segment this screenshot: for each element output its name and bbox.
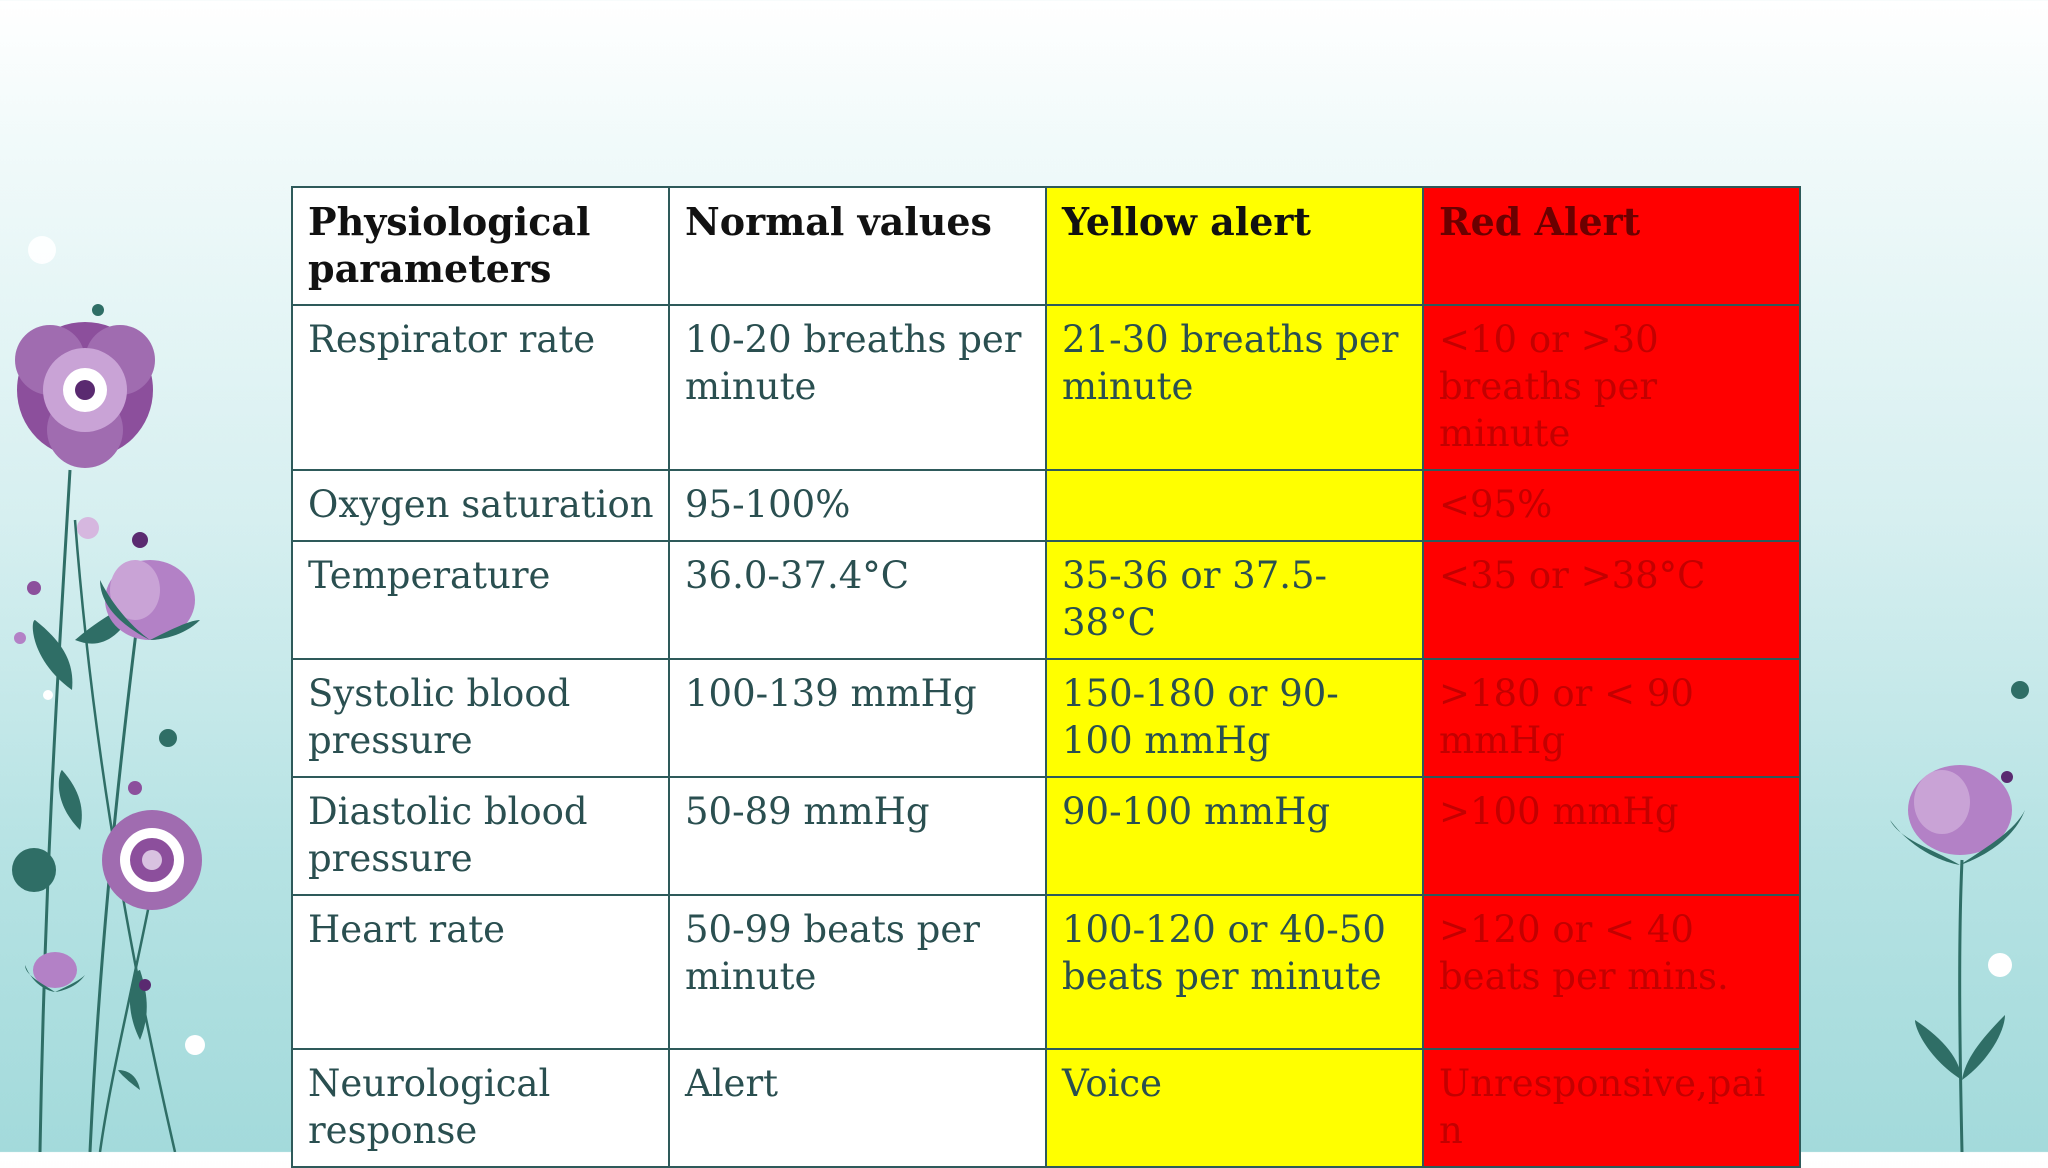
flower-decoration-left bbox=[12, 236, 205, 1152]
red-alert-cell: >100 mmHg bbox=[1422, 776, 1801, 896]
red-alert-cell: <95% bbox=[1422, 469, 1801, 542]
parameter-cell: Temperature bbox=[291, 540, 670, 660]
normal-value-cell: 36.0-37.4°C bbox=[668, 540, 1047, 660]
vital-signs-alert-table: Physiological parameters Normal values Y… bbox=[291, 186, 1801, 1168]
parameter-cell: Heart rate bbox=[291, 894, 670, 1050]
yellow-alert-cell: 35-36 or 37.5-38°C bbox=[1045, 540, 1424, 660]
header-normal-values: Normal values bbox=[668, 186, 1047, 306]
normal-value-cell: 10-20 breaths per minute bbox=[668, 304, 1047, 471]
normal-value-cell: 100-139 mmHg bbox=[668, 658, 1047, 778]
normal-value-cell: 95-100% bbox=[668, 469, 1047, 542]
header-physiological-parameters: Physiological parameters bbox=[291, 186, 670, 306]
yellow-alert-cell: Voice bbox=[1045, 1048, 1424, 1168]
table-row: Systolic blood pressure 100-139 mmHg 150… bbox=[291, 658, 1801, 778]
normal-value-cell: 50-89 mmHg bbox=[668, 776, 1047, 896]
yellow-alert-cell: 100-120 or 40-50 beats per minute bbox=[1045, 894, 1424, 1050]
yellow-alert-cell: 90-100 mmHg bbox=[1045, 776, 1424, 896]
header-yellow-alert: Yellow alert bbox=[1045, 186, 1424, 306]
red-alert-cell: >180 or < 90 mmHg bbox=[1422, 658, 1801, 778]
parameter-cell: Diastolic blood pressure bbox=[291, 776, 670, 896]
yellow-alert-cell: 21-30 breaths per minute bbox=[1045, 304, 1424, 471]
red-alert-cell: <35 or >38°C bbox=[1422, 540, 1801, 660]
parameter-cell: Neurological response bbox=[291, 1048, 670, 1168]
table-row: Temperature 36.0-37.4°C 35-36 or 37.5-38… bbox=[291, 540, 1801, 660]
red-alert-cell: Unresponsive,pain bbox=[1422, 1048, 1801, 1168]
red-alert-cell: >120 or < 40 beats per mins. bbox=[1422, 894, 1801, 1050]
table-header-row: Physiological parameters Normal values Y… bbox=[291, 186, 1801, 306]
table-row: Diastolic blood pressure 50-89 mmHg 90-1… bbox=[291, 776, 1801, 896]
normal-value-cell: Alert bbox=[668, 1048, 1047, 1168]
yellow-alert-cell: 150-180 or 90-100 mmHg bbox=[1045, 658, 1424, 778]
parameter-cell: Oxygen saturation bbox=[291, 469, 670, 542]
table-row: Heart rate 50-99 beats per minute 100-12… bbox=[291, 894, 1801, 1050]
table-row: Neurological response Alert Voice Unresp… bbox=[291, 1048, 1801, 1168]
normal-value-cell: 50-99 beats per minute bbox=[668, 894, 1047, 1050]
table-row: Respirator rate 10-20 breaths per minute… bbox=[291, 304, 1801, 471]
alert-table-container: Physiological parameters Normal values Y… bbox=[291, 186, 1801, 1168]
parameter-cell: Systolic blood pressure bbox=[291, 658, 670, 778]
parameter-cell: Respirator rate bbox=[291, 304, 670, 471]
table-row: Oxygen saturation 95-100% <95% bbox=[291, 469, 1801, 542]
header-red-alert: Red Alert bbox=[1422, 186, 1801, 306]
red-alert-cell: <10 or >30 breaths per minute bbox=[1422, 304, 1801, 471]
yellow-alert-cell bbox=[1045, 469, 1424, 542]
